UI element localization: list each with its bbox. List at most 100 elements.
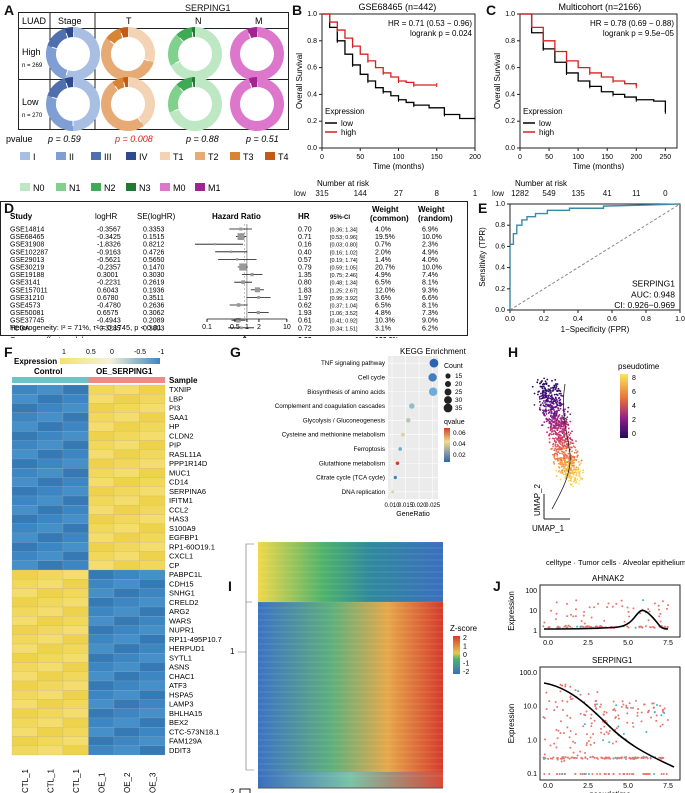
- x-tick-label: 150: [601, 154, 613, 161]
- umap-point: [555, 448, 558, 451]
- study-weight-random: 8.1%: [422, 303, 438, 310]
- panel-label-h: H: [508, 344, 519, 360]
- umap-point: [563, 461, 566, 464]
- study-name: GSE157011: [10, 287, 48, 294]
- umap-point: [570, 477, 572, 480]
- y-tick-label: 0.2: [505, 118, 515, 125]
- j-point: [603, 733, 606, 736]
- study-loghr: 0.6780: [97, 295, 119, 302]
- x-tick-label: 200: [630, 154, 642, 161]
- j-point: [608, 773, 611, 775]
- j-point: [583, 610, 586, 613]
- j-point: [579, 712, 582, 715]
- j-point: [555, 773, 558, 775]
- donut-segment-t1: [127, 77, 155, 126]
- j-point: [583, 723, 586, 726]
- heatmap-cell: [62, 542, 89, 552]
- umap-point: [557, 423, 560, 426]
- umap-point: [545, 420, 548, 423]
- umap-point: [555, 475, 558, 478]
- umap-point: [578, 479, 581, 482]
- umap-point: [558, 466, 561, 469]
- j-point: [600, 756, 603, 759]
- j-x-tick: 5.0: [623, 640, 633, 647]
- j-point: [569, 729, 572, 732]
- umap-point: [545, 394, 547, 397]
- study-ci: [0.19; 1.74]: [330, 258, 358, 264]
- count-legend-dot: [443, 403, 453, 413]
- study-weight-random: 6.2%: [422, 325, 438, 332]
- umap-point: [557, 462, 560, 465]
- umap-point: [576, 454, 579, 457]
- umap-point: [548, 394, 550, 397]
- pvalue-n: p = 0.88: [185, 134, 219, 144]
- umap-point: [556, 383, 559, 385]
- heatmap-cell: [11, 717, 38, 728]
- j-point: [569, 716, 572, 719]
- umap-point: [533, 403, 536, 406]
- risk-row-label: low: [492, 189, 504, 198]
- expression-heatmap: Expression 1 0.5 0 -0.5 -1 Control OE_SERPING1 S…: [11, 349, 222, 793]
- kegg-term: Cell cycle: [358, 374, 385, 381]
- j-point: [559, 690, 562, 693]
- heatmap-cell: [11, 421, 38, 432]
- heatmap-cell: [37, 458, 64, 469]
- heatmap-cell: [62, 597, 89, 608]
- umap-point: [564, 458, 567, 461]
- study-name: GSE14814: [10, 227, 44, 234]
- kegg-dot: [428, 387, 438, 396]
- risk-value: 0: [473, 199, 478, 200]
- j-point: [566, 602, 569, 605]
- study-ci: [0.34; 1.51]: [330, 326, 358, 332]
- heatmap-cell: [11, 394, 38, 404]
- forest-plot: Study logHR SE(logHR) Hazard Ratio HR 95%-CI W…: [0, 201, 468, 338]
- umap-point: [556, 418, 559, 421]
- km-hr: HR = 0.71 (0.53 − 0.96): [388, 19, 472, 28]
- heatmap-cell: [139, 579, 166, 589]
- km-xlabel: Time (months): [573, 162, 625, 171]
- umap-point: [553, 418, 556, 420]
- j-point: [563, 759, 566, 762]
- column-label: OE_3: [149, 772, 158, 793]
- risk-value: 135: [571, 189, 585, 198]
- heatmap-cell: [11, 625, 38, 635]
- donut-divider: [173, 103, 196, 112]
- j-point: [543, 773, 546, 775]
- donut-divider: [65, 53, 74, 76]
- study-box: [214, 243, 217, 246]
- pvalue-t: p = 0.008: [114, 134, 153, 144]
- gene-label: PPP1R14D: [169, 459, 208, 468]
- heatmap-cell: [62, 616, 89, 626]
- heatmap-cell: [88, 532, 115, 543]
- umap-point: [564, 475, 567, 478]
- j-point: [657, 604, 660, 607]
- study-loghr: 0.6043: [97, 287, 119, 294]
- heatmap-cell: [139, 662, 166, 672]
- km-ylabel: Overall Survival: [295, 53, 304, 109]
- umap-point: [553, 393, 556, 396]
- umap-point: [546, 378, 549, 381]
- j-point: [660, 714, 663, 717]
- donut-divider: [191, 82, 196, 105]
- j-point: [575, 757, 578, 760]
- umap-point: [571, 442, 574, 445]
- heatmap-legend-tick: 1: [62, 349, 66, 356]
- header-ci: 95%-CI: [330, 215, 350, 221]
- legend-swatch-iv: [126, 152, 136, 160]
- study-se: 0.3511: [143, 295, 164, 302]
- j-point: [659, 704, 662, 707]
- annotation-oe: [88, 377, 165, 383]
- gene-label: CLDN2: [169, 431, 194, 440]
- umap-point: [556, 416, 559, 419]
- umap-point: [555, 385, 558, 387]
- heatmap-cell: [113, 431, 140, 441]
- umap-point: [570, 457, 573, 460]
- heatmap-cell: [62, 514, 89, 524]
- j-point: [658, 756, 661, 759]
- umap-point: [552, 415, 554, 417]
- heatmap-cell: [139, 384, 166, 395]
- legend-swatch-t3: [230, 152, 240, 160]
- study-weight-random: 9.3%: [422, 287, 438, 294]
- heatmap-cell: [113, 394, 140, 404]
